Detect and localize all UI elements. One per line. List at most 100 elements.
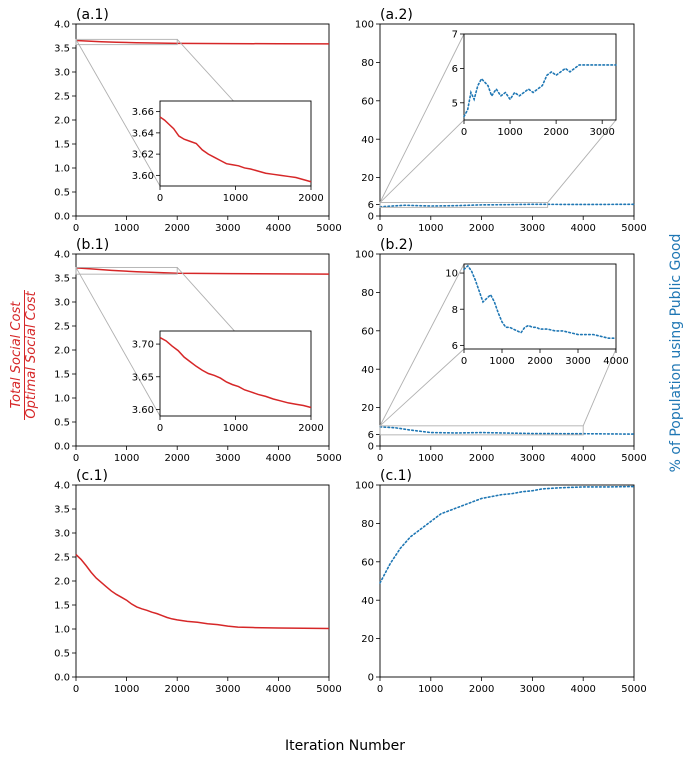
main-xtick-label: 5000 <box>316 453 341 464</box>
main-xtick-label: 5000 <box>621 223 646 234</box>
main-xtick-label: 4000 <box>570 684 595 695</box>
inset-xtick-label: 2000 <box>298 193 323 204</box>
inset-ytick-label: 10 <box>445 269 458 280</box>
main-xtick-label: 4000 <box>266 223 291 234</box>
inset-ytick-label: 3.70 <box>132 340 154 351</box>
inset: 0 1000 2000 3000 4000 6 8 10 <box>445 263 629 367</box>
main-xtick-label: 3000 <box>215 684 240 695</box>
main-ytick-label: 3.0 <box>54 68 70 79</box>
inset-frame <box>463 263 617 350</box>
main-xtick-label: 1000 <box>114 684 139 695</box>
main-xtick-label: 4000 <box>266 684 291 695</box>
inset-ytick-label: 3.65 <box>132 372 154 383</box>
main-ytick-label: 2.5 <box>54 92 70 103</box>
main-ytick-label: 1.0 <box>54 164 70 175</box>
main-ytick-label: 40 <box>361 596 374 607</box>
panel-title: (a.2) <box>380 7 413 23</box>
panel-2: (a.2)0 1000 2000 3000 4000 500006204060801000… <box>355 7 647 234</box>
inset: 0 1000 2000 3.60 3.62 3.64 3.66 <box>132 100 324 204</box>
main-ytick-label: 20 <box>361 173 374 184</box>
series-line <box>75 554 330 630</box>
panels: (a.1)0 1000 2000 3000 4000 50000.00.51.01.52.… <box>54 7 647 695</box>
inset-ytick-label: 8 <box>452 305 458 316</box>
main-ytick-label: 1.5 <box>54 601 70 612</box>
main-ytick-label: 3.5 <box>54 274 70 285</box>
panel-title: (b.2) <box>380 237 413 253</box>
main-xtick-label: 3000 <box>520 453 545 464</box>
main-xtick-label: 0 <box>73 223 79 234</box>
panel-1: (a.1) 0 1000 2000 3000 4000 5000 0.0 0.5 1.0 1.5 2.… <box>54 7 342 234</box>
main-xtick-label: 2000 <box>164 684 189 695</box>
main-xtick-label: 3000 <box>520 684 545 695</box>
main-ytick-label: 6 <box>368 430 374 441</box>
main-ytick-label: 3.0 <box>54 298 70 309</box>
main-ytick-label: 4.0 <box>54 20 70 31</box>
main-ytick-label: 0.0 <box>54 212 70 223</box>
main-xtick-label: 2000 <box>469 453 494 464</box>
inset-ytick-label: 3.66 <box>132 107 154 118</box>
main-xtick-label: 1000 <box>114 223 139 234</box>
zoom-connector <box>379 33 465 203</box>
inset-ytick-label: 7 <box>452 30 458 41</box>
inset-ytick-label: 5 <box>452 98 458 109</box>
panel-3: (b.1) 0 1000 2000 3000 4000 5000 0.0 0.5 1.0 1.5 2.… <box>54 237 342 464</box>
inset-xtick-label: 0 <box>157 423 163 434</box>
inset-xtick-label: 3000 <box>565 356 590 367</box>
inset-xtick-label: 3000 <box>589 127 614 138</box>
inset-frame <box>159 100 312 187</box>
main-ytick-label: 0.0 <box>54 442 70 453</box>
main-ytick-label: 100 <box>355 250 374 261</box>
main-ytick-label: 1.0 <box>54 625 70 636</box>
inset-xtick-label: 1000 <box>497 127 522 138</box>
panel-title: (c.1) <box>380 468 412 484</box>
inset-xtick-label: 0 <box>461 127 467 138</box>
main-ytick-label: 2.5 <box>54 322 70 333</box>
main-ytick-label: 100 <box>355 481 374 492</box>
main-ytick-label: 3.5 <box>54 505 70 516</box>
main-xtick-label: 1000 <box>418 684 443 695</box>
zoom-region <box>75 266 178 275</box>
main-ytick-label: 60 <box>361 96 374 107</box>
zoom-connector <box>582 348 617 427</box>
main-xtick-label: 1000 <box>418 453 443 464</box>
main-ytick-label: 60 <box>361 326 374 337</box>
main-ytick-label: 3.5 <box>54 44 70 55</box>
main-xtick-label: 0 <box>377 684 383 695</box>
main-ytick-label: 2.0 <box>54 346 70 357</box>
main-ytick-label: 2.0 <box>54 116 70 127</box>
main-ytick-label: 0 <box>368 212 374 223</box>
main-xtick-label: 0 <box>73 684 79 695</box>
left-ylabel-denominator: Optimal Social Cost <box>24 291 39 419</box>
main-xtick-label: 0 <box>377 223 383 234</box>
main-ytick-label: 20 <box>361 634 374 645</box>
inset-xtick-label: 4000 <box>603 356 628 367</box>
x-axis-label: Iteration Number <box>285 738 405 754</box>
main-xtick-label: 3000 <box>215 223 240 234</box>
inset-xtick-label: 0 <box>461 356 467 367</box>
main-ytick-label: 60 <box>361 557 374 568</box>
main-ytick-label: 1.5 <box>54 140 70 151</box>
inset-xtick-label: 0 <box>157 193 163 204</box>
main-ytick-label: 100 <box>355 20 374 31</box>
main-xtick-label: 0 <box>73 453 79 464</box>
right-y-axis-label: % of Population using Public Good <box>668 234 684 473</box>
main-ytick-label: 2.0 <box>54 577 70 588</box>
main-xtick-label: 4000 <box>266 453 291 464</box>
series-line <box>379 203 635 208</box>
zoom-connector <box>75 39 161 187</box>
inset-ytick-label: 6 <box>452 341 458 352</box>
inset-ytick-label: 3.62 <box>132 150 154 161</box>
main-xtick-label: 1000 <box>418 223 443 234</box>
main-ytick-label: 1.5 <box>54 370 70 381</box>
main-ytick-label: 3.0 <box>54 529 70 540</box>
main-xtick-label: 0 <box>377 453 383 464</box>
inset-xtick-label: 1000 <box>223 193 248 204</box>
inset-series-line <box>463 64 617 118</box>
main-ytick-label: 6 <box>368 200 374 211</box>
left-y-axis-label: Total Social Cost Optimal Social Cost <box>9 290 39 420</box>
panel-title: (a.1) <box>76 7 109 23</box>
inset-ytick-label: 3.60 <box>132 171 154 182</box>
main-ytick-label: 0.5 <box>54 188 70 199</box>
panel-4: (b.2)0 1000 2000 3000 4000 500006204060801000… <box>355 237 647 464</box>
